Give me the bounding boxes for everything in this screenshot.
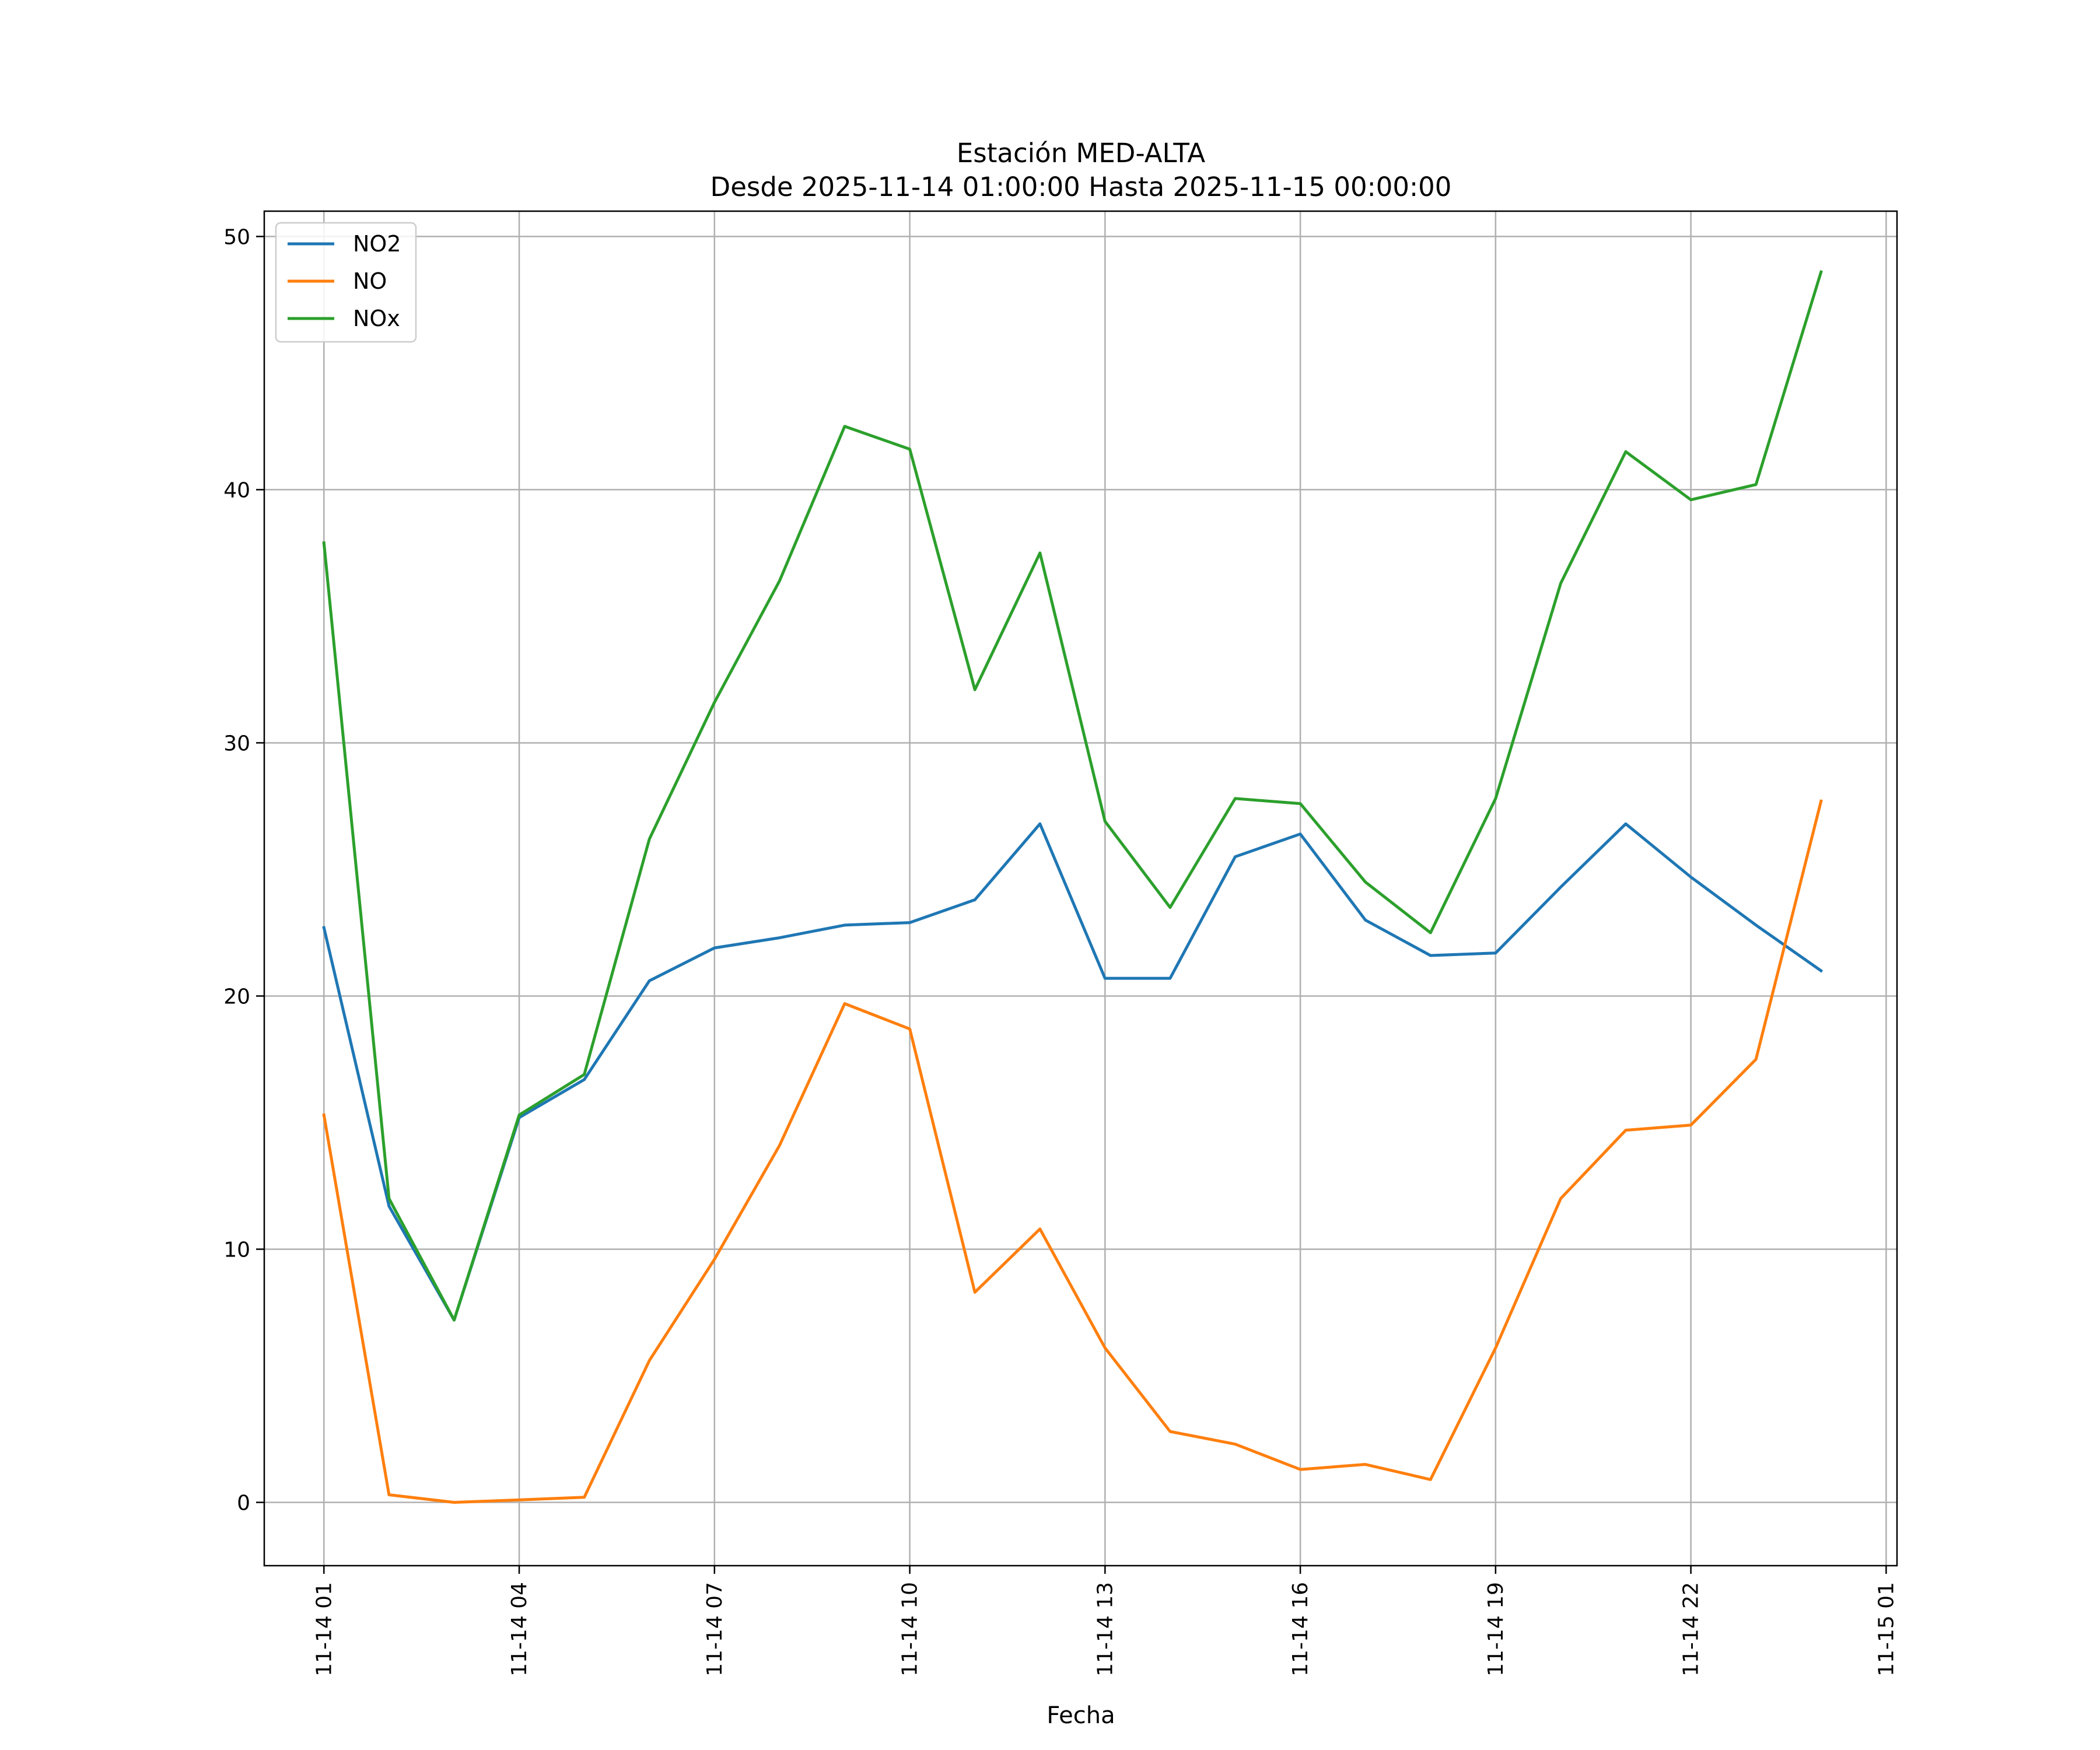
- legend-label-no2: NO2: [353, 231, 401, 257]
- series-lines: [322, 270, 1824, 1504]
- x-axis: 11-14 01 11-14 04 11-14 07 11-14 10 11-14 13…: [312, 1566, 1898, 1676]
- x-tick-label: 11-14 07: [703, 1582, 727, 1676]
- grid: [264, 211, 1897, 1566]
- y-tick-label: 0: [237, 1491, 250, 1515]
- x-tick-label: 11-14 04: [508, 1582, 531, 1676]
- series-line-no: [322, 799, 1823, 1504]
- series-line-nox: [322, 270, 1823, 1322]
- y-tick-label: 20: [223, 985, 250, 1009]
- legend-box: [275, 222, 417, 343]
- y-axis: 0 10 20 30 40 50: [223, 225, 264, 1515]
- y-tick-label: 10: [223, 1238, 250, 1262]
- x-tick-label: 11-15 01: [1874, 1582, 1898, 1676]
- legend-label-no: NO: [353, 268, 387, 294]
- series-line-no2: [322, 822, 1824, 1322]
- legend-label-nox: NOx: [353, 306, 400, 331]
- plot-frame: [263, 210, 1898, 1567]
- x-axis-label: Fecha: [1046, 1702, 1115, 1729]
- x-tick-label: 11-14 22: [1679, 1582, 1703, 1676]
- legend: NO2 NO NOx: [275, 222, 417, 343]
- y-tick-label: 50: [223, 225, 250, 249]
- chart-title: Estación MED-ALTA: [957, 138, 1206, 169]
- x-tick-label: 11-14 13: [1093, 1582, 1117, 1676]
- chart-subtitle: Desde 2025-11-14 01:00:00 Hasta 2025-11-…: [710, 172, 1452, 202]
- x-tick-label: 11-14 19: [1484, 1582, 1508, 1676]
- x-tick-label: 11-14 16: [1289, 1582, 1312, 1676]
- x-tick-label: 11-14 10: [898, 1582, 922, 1676]
- y-tick-label: 40: [223, 478, 250, 502]
- y-tick-label: 30: [223, 732, 250, 755]
- x-tick-label: 11-14 01: [312, 1582, 336, 1676]
